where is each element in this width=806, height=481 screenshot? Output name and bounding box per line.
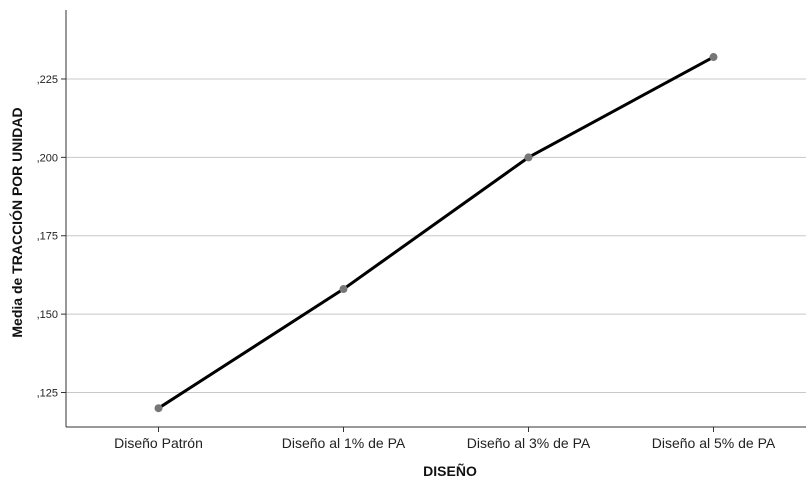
data-point (524, 153, 533, 162)
axes (65, 10, 806, 428)
x-tick-labels: Diseño Patrón Diseño al 1% de PA Diseño al… (114, 427, 776, 451)
gridlines (61, 78, 806, 394)
y-tick-label: ,200 (37, 152, 58, 164)
y-tick-label: ,150 (37, 309, 58, 321)
y-tick-label: ,175 (37, 231, 58, 243)
data-point (339, 285, 348, 294)
series-line (157, 55, 715, 410)
x-tick-label: Diseño Patrón (114, 435, 203, 451)
x-tick-label: Diseño al 5% de PA (652, 435, 776, 451)
data-point (709, 53, 718, 62)
data-point (154, 404, 163, 413)
y-axis-title: Media de TRACCIÓN POR UNIDAD (8, 107, 25, 337)
y-tick-labels: ,125 ,150 ,175 ,200 ,225 (37, 74, 58, 400)
x-tick-label: Diseño al 3% de PA (467, 435, 591, 451)
x-tick-label: Diseño al 1% de PA (282, 435, 406, 451)
series (154, 53, 718, 413)
x-axis-title: DISEÑO (423, 462, 477, 479)
y-tick-label: ,125 (37, 388, 58, 400)
y-tick-label: ,225 (37, 74, 58, 86)
